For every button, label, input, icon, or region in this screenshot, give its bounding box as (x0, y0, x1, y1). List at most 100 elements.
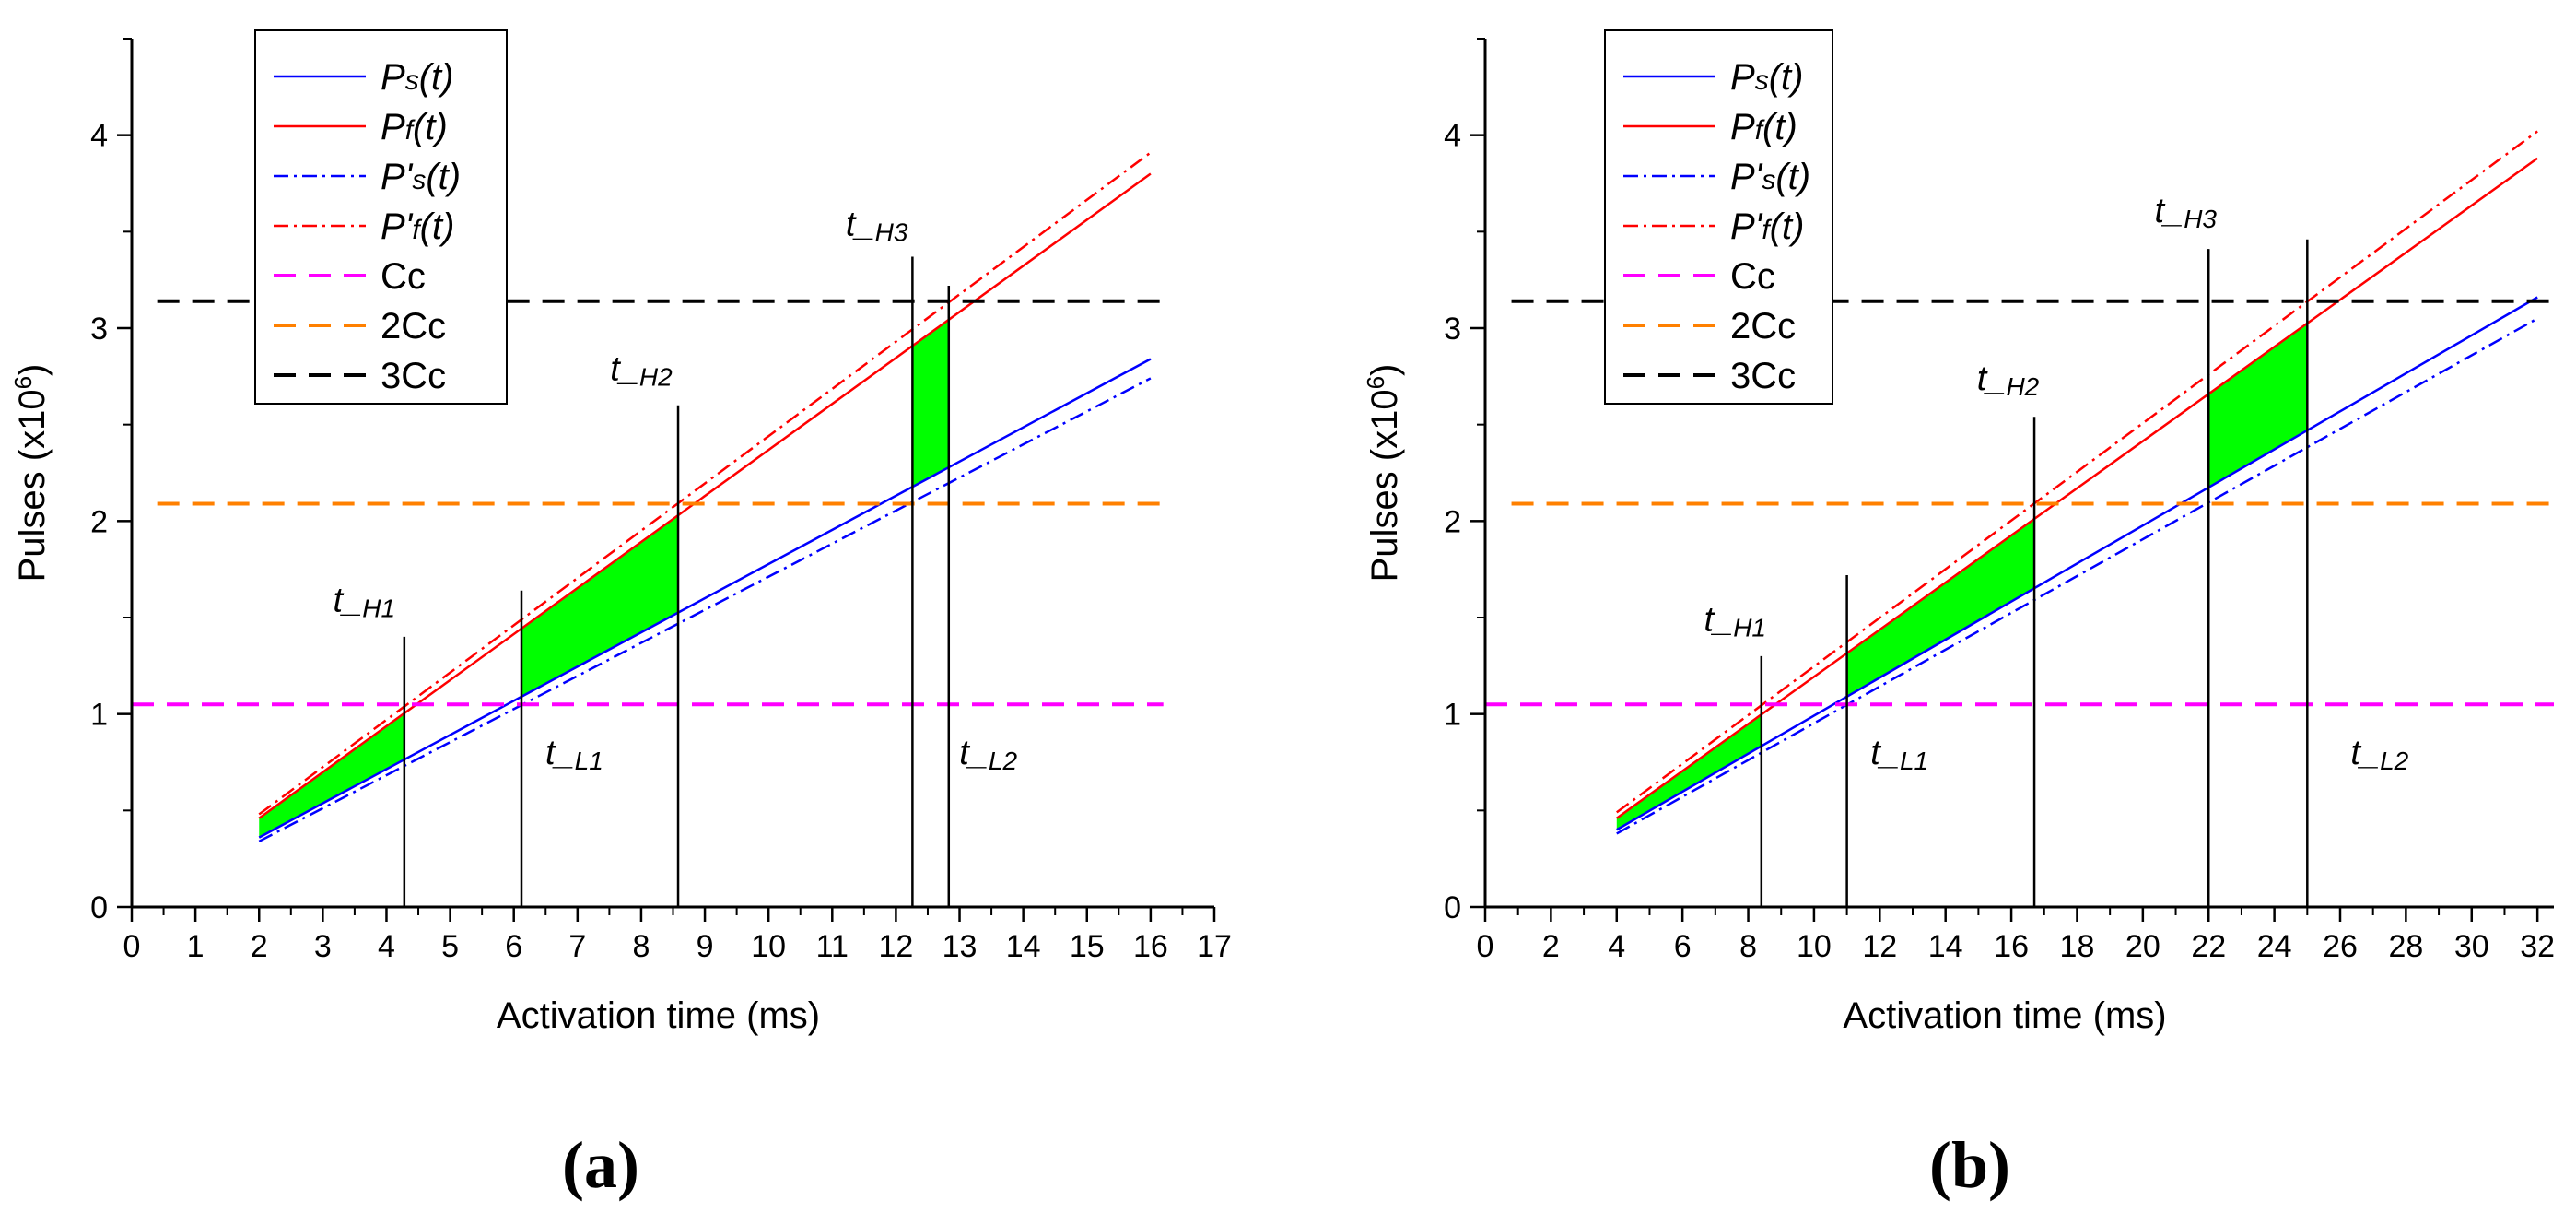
legend-label-sub: s (405, 65, 419, 96)
marker-label-main: t_ (1977, 359, 2007, 398)
marker-label: t_H3 (846, 206, 908, 247)
legend-label-cc3: 3Cc (381, 356, 446, 396)
legend-label-sub: s (1762, 165, 1775, 195)
legend-label-main: P' (381, 157, 414, 197)
marker-label: t_L1 (1870, 734, 1928, 775)
legend-label-ppf: P'f(t) (381, 206, 454, 247)
series-line-pf (258, 172, 1152, 819)
x-tick-label: 16 (1994, 929, 2029, 964)
chart-panel-b: t_H1t_L1t_H2t_H3t_L20 2 4 6 8 10 12 14 16 18 20 22 2… (1362, 29, 2555, 1202)
y-tick-label: 1 (1444, 698, 1461, 733)
y-axis-label-close: ) (12, 364, 53, 376)
marker-label: t_H1 (1704, 601, 1767, 642)
marker-label-sub: H2 (639, 363, 673, 392)
shaded-region (521, 515, 679, 697)
x-tick-label: 24 (2257, 929, 2292, 964)
x-axis-label: Activation time (ms) (1843, 995, 2166, 1036)
series-line-pps (258, 377, 1152, 842)
legend-label-sub: f (412, 215, 422, 245)
x-tick-label: 4 (1608, 929, 1625, 964)
legend-label-ps: Ps(t) (381, 57, 453, 98)
marker-label: t_H3 (2154, 192, 2217, 233)
x-tick-label: 14 (1006, 929, 1041, 964)
x-axis-label: Activation time (ms) (497, 995, 820, 1036)
y-tick-label: 3 (90, 312, 108, 347)
marker-label-sub: H2 (2006, 372, 2039, 401)
legend-label-main: 2Cc (381, 306, 446, 347)
x-tick-label: 18 (2060, 929, 2095, 964)
x-tick-label: 6 (1674, 929, 1692, 964)
legend-box (1604, 29, 1833, 405)
x-tick-label: 28 (2388, 929, 2423, 964)
legend-label-sub: f (1762, 215, 1772, 245)
shaded-region (1846, 518, 2035, 697)
x-tick-label: 12 (878, 929, 913, 964)
x-tick-label: 5 (441, 929, 459, 964)
legend-label-main: 3Cc (1730, 356, 1796, 396)
marker-label: t_H2 (1977, 359, 2040, 401)
shaded-region (912, 319, 949, 488)
x-tick-label: 32 (2520, 929, 2555, 964)
x-tick-label: 30 (2454, 929, 2489, 964)
y-axis-label-sup: 6 (1362, 376, 1389, 389)
marker-label-sub: L1 (1900, 747, 1928, 775)
legend-label-rest: (t) (1775, 157, 1810, 197)
x-tick-label: 8 (1739, 929, 1757, 964)
y-tick-label: 3 (1444, 312, 1461, 347)
series-line-pps (1616, 317, 2538, 835)
marker-label-main: t_ (1870, 734, 1900, 772)
panel-label: (a) (562, 1128, 639, 1202)
legend-label-sub: s (412, 165, 426, 195)
chart-panel-a: t_H1t_L1t_H2t_H3t_L20 1 2 3 4 5 6 7 8 9 10 11 12 13 14… (9, 29, 1232, 1202)
legend-label-sub: f (1755, 115, 1765, 146)
legend-label-rest: (t) (1770, 206, 1805, 247)
x-tick-label: 20 (2125, 929, 2160, 964)
legend-label-ppf: P'f(t) (1730, 206, 1804, 247)
marker-label-sub: H1 (1733, 614, 1766, 642)
marker-label-main: t_ (334, 582, 363, 620)
y-tick-label: 0 (1444, 890, 1461, 925)
legend-label-rest: (t) (419, 57, 454, 98)
x-tick-label: 13 (943, 929, 978, 964)
x-tick-label: 10 (1797, 929, 1832, 964)
x-tick-label: 2 (1542, 929, 1560, 964)
y-axis-label: Pulses (x106) (9, 364, 53, 583)
legend-label-main: 3Cc (381, 356, 446, 396)
y-tick-label: 2 (90, 504, 108, 539)
x-tick-label: 15 (1070, 929, 1105, 964)
x-tick-label: 16 (1133, 929, 1168, 964)
x-tick-label: 7 (568, 929, 586, 964)
y-axis-label: Pulses (x106) (1362, 364, 1405, 583)
legend-label-cc3: 3Cc (1730, 356, 1796, 396)
series-line-ps (258, 358, 1152, 839)
legend-label-rest: (t) (1769, 57, 1804, 98)
y-axis-label-close: ) (1364, 364, 1405, 376)
legend-label-main: P (381, 57, 405, 98)
marker-label-sub: L2 (2380, 747, 2409, 775)
legend-label-main: Cc (1730, 256, 1775, 297)
x-tick-label: 0 (1477, 929, 1494, 964)
shaded-region (1616, 714, 1762, 830)
legend-label-sub: f (405, 115, 416, 146)
series-line-ppf (258, 151, 1152, 816)
marker-label: t_H1 (334, 582, 396, 623)
panel-label: (b) (1929, 1128, 2010, 1202)
marker-label-sub: L1 (575, 747, 603, 775)
y-axis-label-sup: 6 (9, 376, 37, 389)
legend-label-main: P (1730, 57, 1755, 98)
marker-label-main: t_ (846, 206, 875, 244)
legend-label-main: Cc (381, 256, 426, 297)
y-tick-label: 2 (1444, 504, 1461, 539)
x-tick-label: 26 (2323, 929, 2358, 964)
legend-label-ps: Ps(t) (1730, 57, 1803, 98)
y-tick-label: 1 (90, 698, 108, 733)
marker-label-main: t_ (610, 350, 639, 389)
x-tick-label: 14 (1928, 929, 1963, 964)
legend-label-main: P' (381, 206, 414, 247)
x-tick-label: 2 (251, 929, 268, 964)
marker-label-main: t_ (545, 734, 575, 772)
legend-label-cc: Cc (381, 256, 426, 297)
marker-label: t_H2 (610, 350, 673, 392)
marker-label: t_L2 (959, 734, 1017, 775)
